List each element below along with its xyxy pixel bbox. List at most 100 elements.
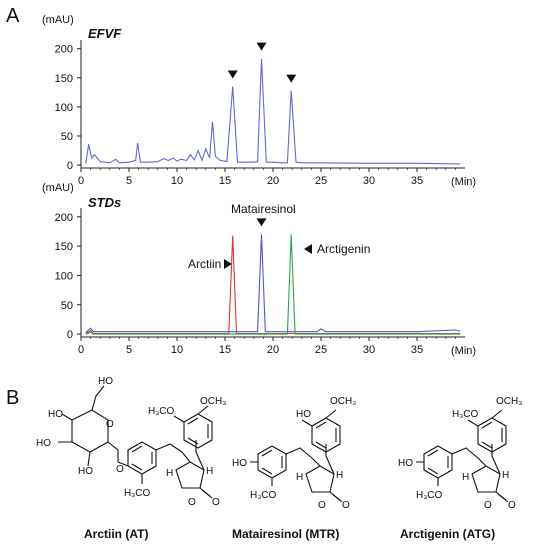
annotation-arctiin: Arctiin (188, 257, 221, 271)
atom-och3-arctiin: OCH₃ (200, 396, 226, 407)
x-tick-label: 25 (315, 175, 327, 187)
x-tick-label: 30 (363, 344, 375, 356)
atom-h-mtr-2: H (336, 470, 343, 481)
y-tick-label: 150 (55, 73, 73, 85)
x-tick-label: 5 (126, 344, 132, 356)
chromatogram-efvf: (mAU) EFVF (Min) 0 50 100 150 200 0 5 10 15 20 25 3… (42, 14, 476, 188)
aryl-ring-mtr-1-double (261, 449, 283, 475)
x-tick-label: 5 (126, 175, 132, 187)
chemical-structures (58, 385, 509, 503)
y-tick-label: 0 (67, 329, 73, 341)
y-tick-label: 0 (67, 160, 73, 172)
atom-h3co-atg-top: H₃CO (452, 409, 479, 420)
caption-arctiin: Arctiin (AT) (84, 527, 148, 541)
atom-h-arctiin-2: H (206, 466, 213, 477)
atom-h3co-mtr: H₃CO (250, 490, 277, 501)
atom-ho-atg: HO (398, 458, 413, 469)
atom-ho-1: HO (48, 409, 63, 420)
atom-ho-mtr-left: HO (232, 458, 247, 469)
x-tick-label: 25 (315, 344, 327, 356)
panel-label-a: A (6, 5, 20, 27)
y-tick-label: 100 (55, 102, 73, 114)
atom-o-lactone-mtr: O (318, 500, 326, 511)
lactone-ring-arctiin (175, 461, 205, 489)
atom-o-lactone-atg: O (484, 500, 492, 511)
series-line-0 (85, 58, 461, 165)
atg-sub-2 (467, 409, 503, 427)
series-line-2 (85, 234, 461, 335)
structure-arctiin (58, 385, 213, 499)
glucose-ring (71, 409, 109, 453)
series-line-0 (85, 235, 461, 335)
atom-h3co-arctiin-bottom: H₃CO (124, 488, 151, 499)
caption-matairesinol: Matairesinol (MTR) (232, 527, 339, 541)
lactone-ring-atg (471, 465, 501, 493)
glucose-bonds (58, 413, 119, 467)
y-tick-label: 200 (55, 212, 73, 224)
x-tick-label: 10 (171, 175, 183, 187)
benzyl-mtr-1 (285, 447, 313, 459)
atom-o-lactone-arctiin: O (188, 497, 196, 508)
benzyl-atg-1 (451, 447, 479, 459)
aryl-ring-arctiin-2-double (187, 417, 209, 445)
chart1-xlabel: (Min) (451, 176, 476, 188)
x-tick-label: 20 (267, 175, 279, 187)
lactone-sub-bonds (181, 440, 205, 471)
carbonyl-atg (495, 491, 509, 503)
atom-h3co-atg-bottom: H₃CO (416, 490, 443, 501)
aryl-ring-arctiin-1-double (131, 445, 153, 471)
panel-label-b: B (6, 387, 19, 409)
chart2-xlabel: (Min) (451, 345, 476, 357)
x-tick-label: 15 (219, 175, 231, 187)
atg-sub-1 (416, 461, 439, 486)
annotation-matairesinol: Matairesinol (231, 202, 296, 216)
ch2oh-bond (91, 385, 105, 411)
y-tick-label: 150 (55, 241, 73, 253)
annotation-arctigenin: Arctigenin (317, 242, 370, 256)
aryl-ring-atg-2-double (481, 421, 503, 449)
peak-marker (256, 42, 267, 51)
atom-o-ring: O (106, 419, 114, 430)
atom-labels: HO HO HO HO O O H₃CO H₃CO OCH₃ H H O O H… (36, 376, 522, 511)
x-tick-label: 15 (219, 344, 231, 356)
mtr-sub-2 (301, 409, 337, 427)
atom-och3-mtr: OCH₃ (330, 396, 356, 407)
atom-ho-3: HO (78, 466, 93, 477)
atom-o-carbonyl-mtr: O (342, 500, 350, 511)
chart2-title: STDs (88, 195, 121, 210)
atom-o-carbonyl-atg: O (508, 500, 516, 511)
x-tick-label: 10 (171, 344, 183, 356)
peak-marker (227, 70, 238, 79)
aryl-ring-mtr-2-double (315, 421, 337, 449)
caption-arctigenin: Arctigenin (ATG) (400, 527, 495, 541)
atom-h-arctiin-1: H (166, 468, 173, 479)
atom-h-atg-1: H (462, 472, 469, 483)
x-tick-label: 0 (78, 344, 84, 356)
x-tick-label: 35 (411, 344, 423, 356)
atom-o-carbonyl-arctiin: O (212, 497, 220, 508)
y-tick-label: 100 (55, 270, 73, 282)
lactone-mtr-bonds (311, 444, 335, 475)
arrow-arctigenin (304, 244, 312, 254)
atom-h-atg-2: H (502, 470, 509, 481)
peak-marker (286, 74, 297, 83)
carbonyl-mtr (329, 491, 343, 503)
carbonyl-arctiin (199, 487, 213, 499)
x-tick-label: 20 (267, 344, 279, 356)
chart1-title: EFVF (88, 26, 122, 41)
atom-oh-ch2: HO (98, 376, 113, 387)
series-line-1 (85, 234, 461, 333)
peak-marker (256, 218, 267, 227)
atom-o-glyco: O (116, 464, 124, 475)
benzyl-bond-1 (155, 443, 183, 453)
x-tick-label: 30 (363, 175, 375, 187)
atom-h-mtr-1: H (296, 472, 303, 483)
x-tick-label: 35 (411, 175, 423, 187)
chromatogram-stds: (mAU) STDs (Min) Arctiin Matairesinol Ar… (42, 182, 476, 357)
arrow-arctiin (224, 259, 232, 269)
methoxy-bonds-top (173, 405, 209, 423)
atom-ho-2: HO (36, 438, 51, 449)
aryl-ring-atg-1-double (427, 449, 449, 475)
structure-arctigenin (416, 409, 509, 503)
